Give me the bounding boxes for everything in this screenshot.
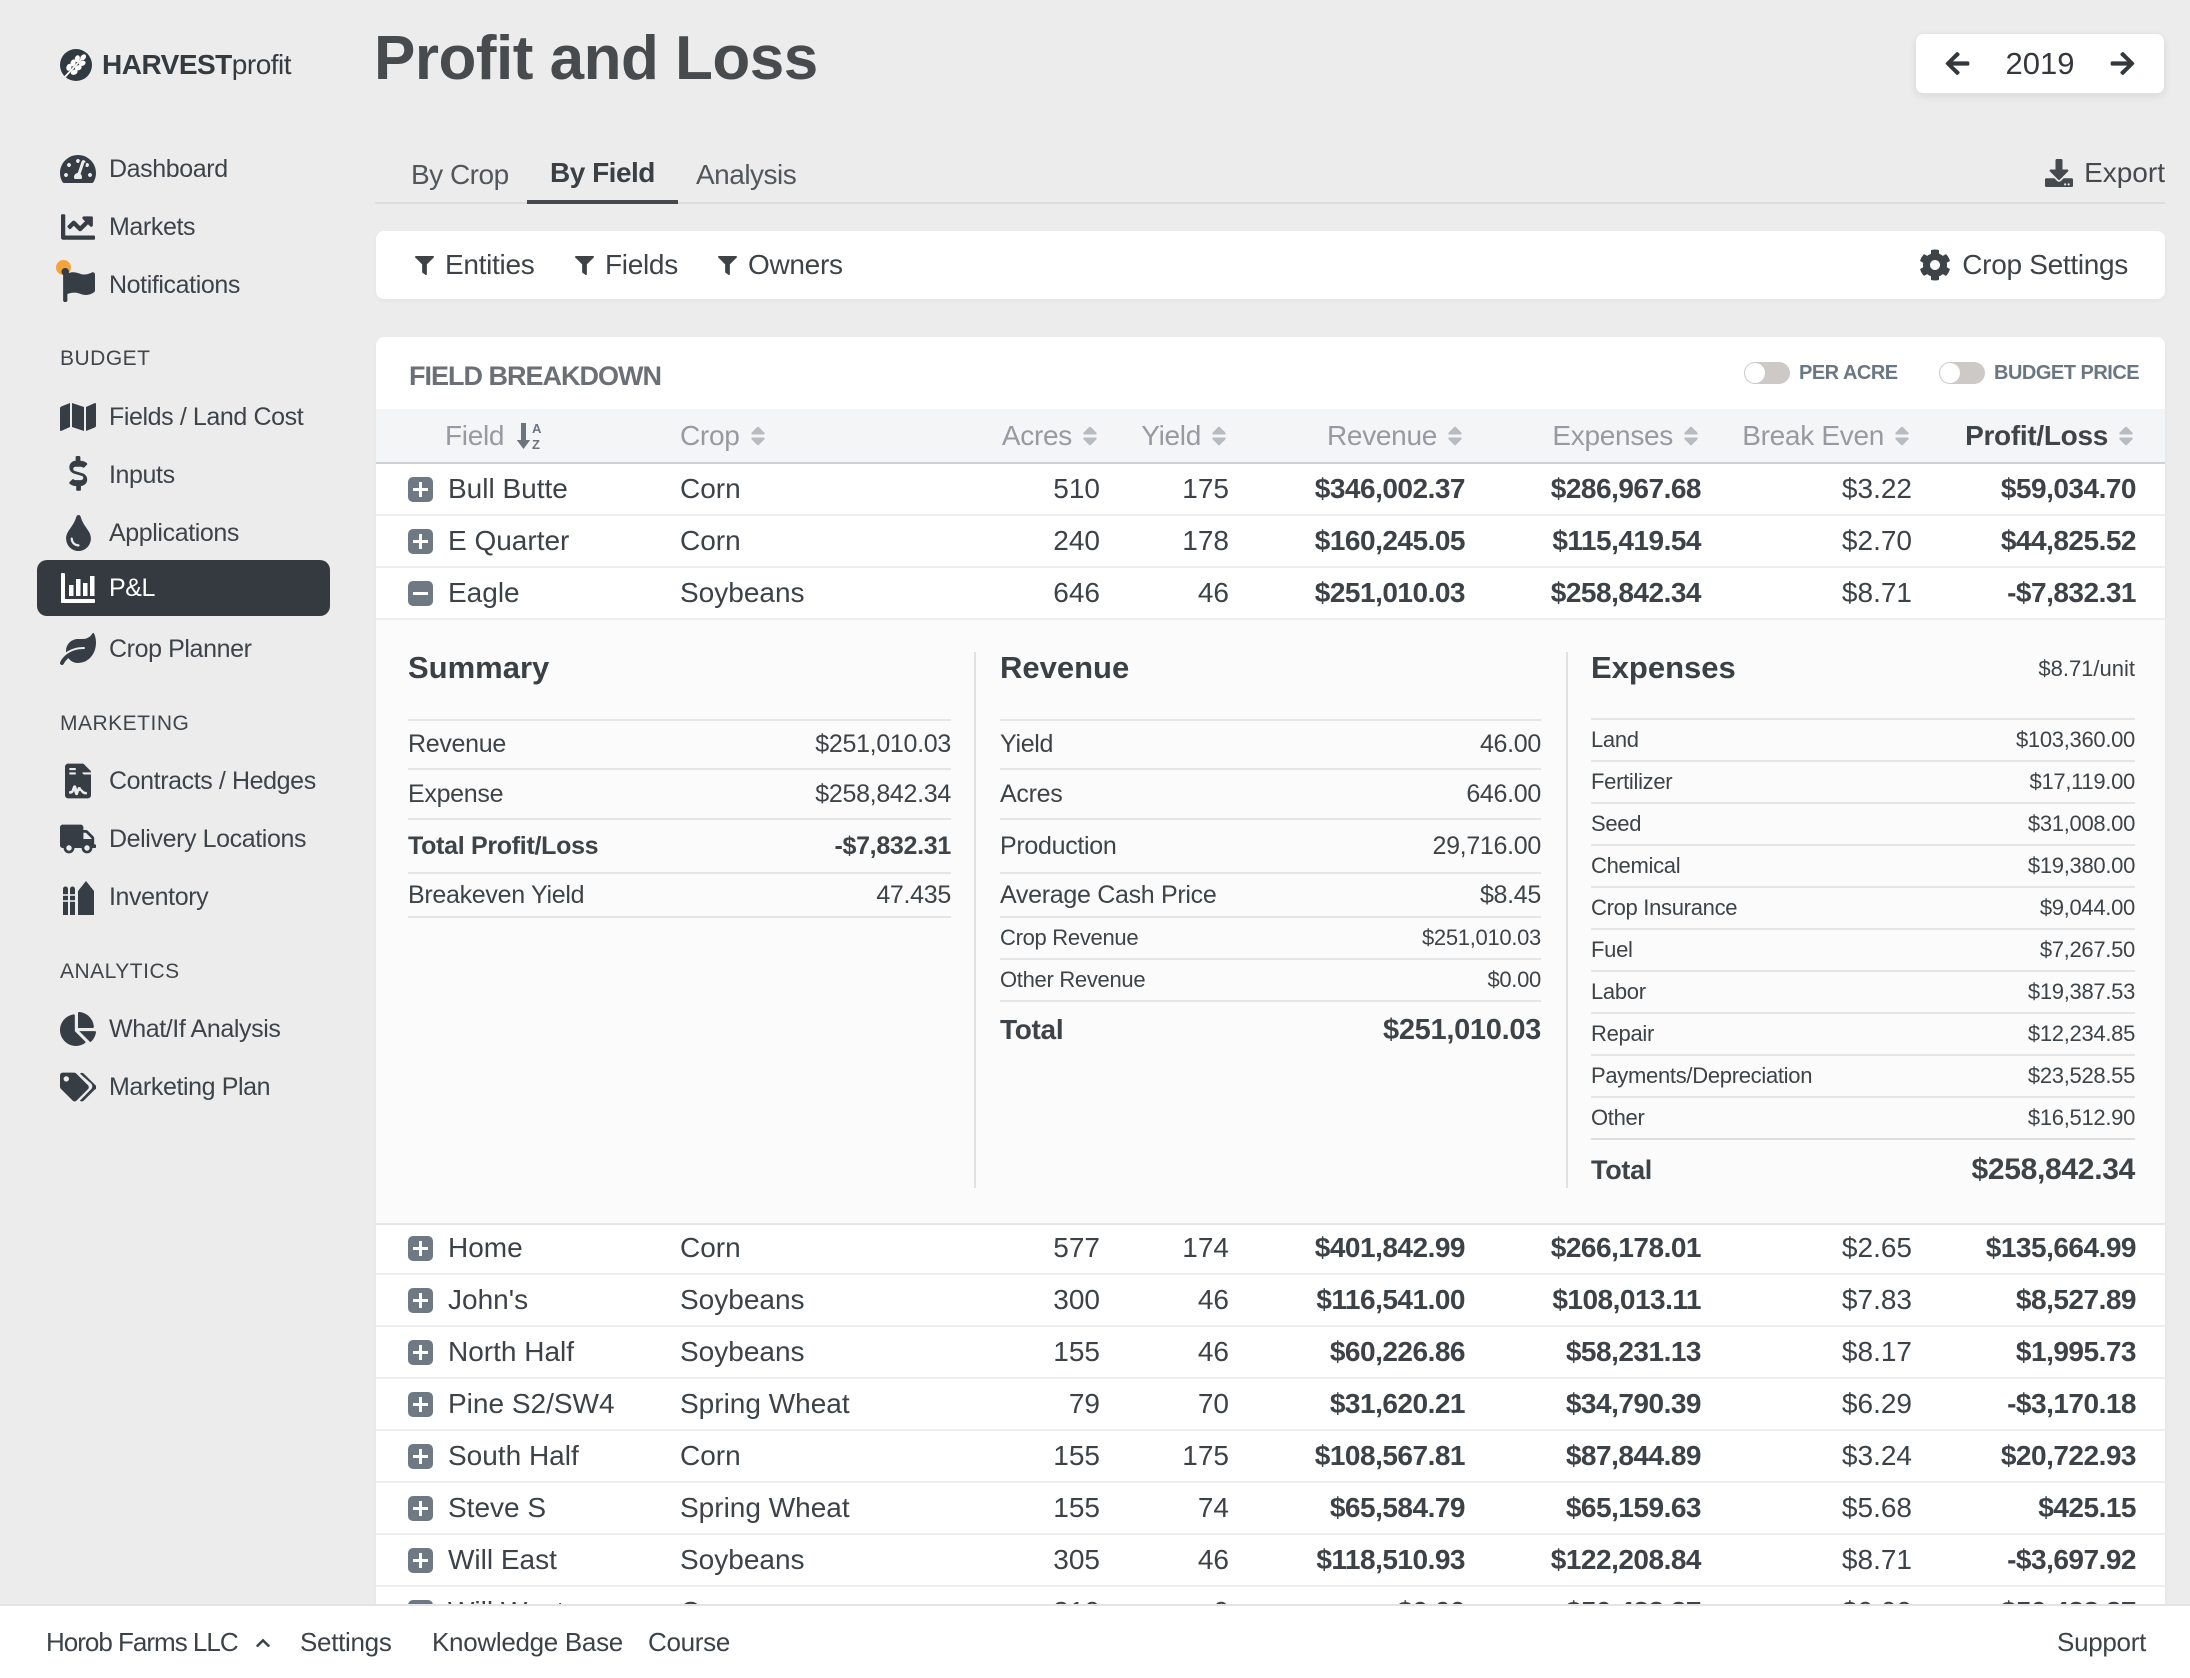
- svg-text:A: A: [532, 421, 542, 436]
- svg-text:Z: Z: [532, 437, 540, 451]
